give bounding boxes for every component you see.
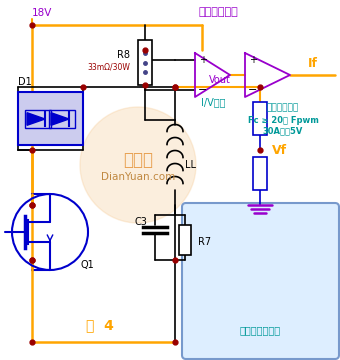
Text: 通常的电压取样: 通常的电压取样 xyxy=(239,325,280,335)
Text: Vout: Vout xyxy=(209,75,231,85)
Text: Q1: Q1 xyxy=(80,260,94,270)
Polygon shape xyxy=(51,113,69,125)
Text: 18V: 18V xyxy=(32,8,52,18)
Text: +: + xyxy=(249,55,257,65)
Text: 30A对应5V: 30A对应5V xyxy=(263,126,303,135)
Text: −: − xyxy=(198,85,208,95)
Text: 图  4: 图 4 xyxy=(86,318,114,332)
Bar xyxy=(253,102,267,135)
Text: R7: R7 xyxy=(198,237,211,247)
FancyBboxPatch shape xyxy=(182,203,339,359)
Text: D1: D1 xyxy=(18,77,32,87)
Bar xyxy=(253,157,267,190)
Text: 33mΩ/30W: 33mΩ/30W xyxy=(87,63,130,72)
Text: LL: LL xyxy=(185,160,196,170)
Polygon shape xyxy=(27,113,45,125)
Bar xyxy=(138,40,152,85)
Text: R8: R8 xyxy=(117,50,130,60)
Text: −: − xyxy=(248,85,258,95)
Text: If: If xyxy=(308,57,318,69)
Bar xyxy=(25,110,51,128)
Circle shape xyxy=(80,107,196,223)
Bar xyxy=(18,92,83,145)
Bar xyxy=(179,225,191,255)
Text: Fc ≥ 20倍 Fpwm: Fc ≥ 20倍 Fpwm xyxy=(248,116,319,125)
Text: 二阶低通滤波: 二阶低通滤波 xyxy=(267,104,299,112)
Text: Vf: Vf xyxy=(272,144,288,157)
Text: +: + xyxy=(199,55,207,65)
Text: I/V放大: I/V放大 xyxy=(201,97,225,107)
Text: C3: C3 xyxy=(134,217,147,227)
Text: 电源网: 电源网 xyxy=(123,151,153,169)
Bar xyxy=(49,110,75,128)
Text: 平均电流取样: 平均电流取样 xyxy=(198,7,238,17)
Text: DianYuan.com: DianYuan.com xyxy=(101,172,175,182)
